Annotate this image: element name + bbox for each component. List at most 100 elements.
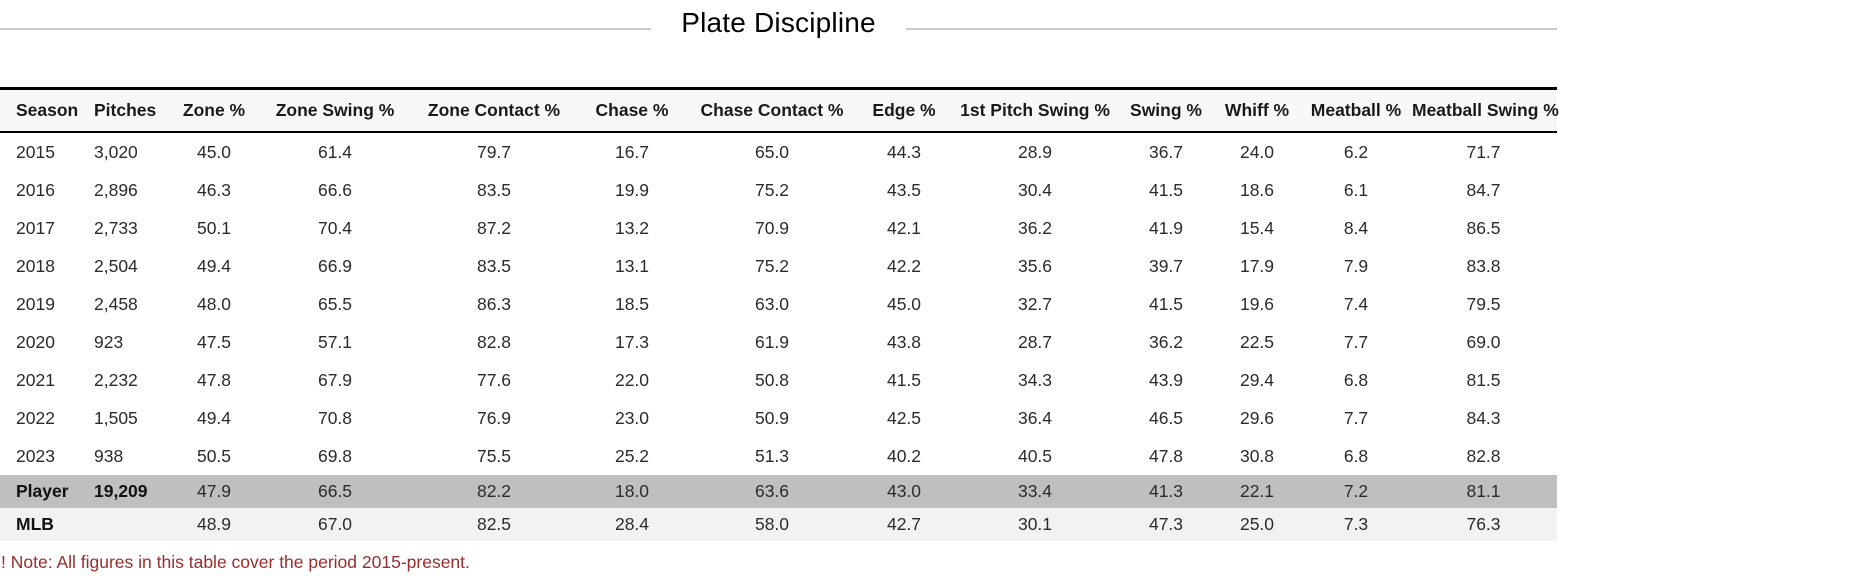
stat-cell: 66.5 (317, 481, 353, 501)
stat-cell: 45.0 (196, 141, 232, 162)
stat-cell: 70.4 (317, 217, 353, 238)
stat-cell: 30.1 (1017, 514, 1053, 534)
stat-cell: 7.7 (1343, 331, 1369, 352)
column-header-meatball-swing[interactable]: Meatball Swing % (1412, 100, 1559, 120)
table-row-2018: 2018 2,504 49.4 66.9 83.5 13.1 75.2 42.2 35.6 39.… (0, 247, 1557, 285)
stat-cell: 30.4 (1017, 179, 1053, 200)
stat-cell: 29.6 (1239, 407, 1275, 428)
stat-cell: 28.7 (1017, 331, 1053, 352)
stat-cell: 66.6 (317, 179, 353, 200)
stat-cell: 24.0 (1239, 141, 1275, 162)
stat-cell: 50.1 (196, 217, 232, 238)
stat-cell: 50.5 (196, 445, 232, 466)
stat-cell: 70.8 (317, 407, 353, 428)
table-row-2022: 2022 1,505 49.4 70.8 76.9 23.0 50.9 42.5 36.4 46.… (0, 399, 1557, 437)
stat-cell: 29.4 (1239, 369, 1275, 390)
table-row-2023: 2023 938 50.5 69.8 75.5 25.2 51.3 40.2 40.5 47.8 3… (0, 437, 1557, 475)
stat-cell: 13.1 (614, 255, 650, 276)
stat-cell: 2,504 (94, 255, 138, 276)
stat-cell: 6.2 (1343, 141, 1369, 162)
stat-cell: 82.8 (476, 331, 512, 352)
stat-cell: 22.5 (1239, 331, 1275, 352)
stat-cell: 61.4 (317, 141, 353, 162)
stat-cell: 47.3 (1148, 514, 1184, 534)
stat-cell: 1,505 (94, 407, 138, 428)
stat-cell: 67.0 (317, 514, 353, 534)
table-row-2017: 2017 2,733 50.1 70.4 87.2 13.2 70.9 42.1 36.2 41.… (0, 209, 1557, 247)
stat-cell: 50.8 (754, 369, 790, 390)
stat-cell: 22.1 (1239, 481, 1275, 501)
season-cell: 2015 (16, 141, 55, 162)
section-title-bar: Plate Discipline (0, 0, 1557, 53)
stat-cell: 7.7 (1343, 407, 1369, 428)
stat-cell: 47.9 (196, 481, 232, 501)
season-cell: 2017 (16, 217, 55, 238)
stat-cell: 7.9 (1343, 255, 1369, 276)
stat-cell: 71.7 (1466, 141, 1501, 162)
stat-cell: 36.4 (1017, 407, 1053, 428)
column-header-chase[interactable]: Chase % (595, 100, 669, 120)
stat-cell: 83.8 (1466, 255, 1501, 276)
stat-cell: 41.9 (1148, 217, 1184, 238)
column-header-season[interactable]: Season (16, 100, 79, 120)
stat-cell: 15.4 (1239, 217, 1275, 238)
column-header-1st-pitch-swing[interactable]: 1st Pitch Swing % (960, 100, 1110, 120)
stat-cell: 2,896 (94, 179, 138, 200)
stat-cell: 63.0 (754, 293, 790, 314)
stat-cell: 6.1 (1343, 179, 1369, 200)
stat-cell: 81.1 (1466, 481, 1501, 501)
stat-cell: 34.3 (1017, 369, 1053, 390)
column-header-swing[interactable]: Swing % (1130, 100, 1202, 120)
stat-cell: 57.1 (317, 331, 353, 352)
stat-cell: 47.8 (196, 369, 232, 390)
stat-cell: 7.2 (1343, 481, 1369, 501)
stat-cell: 19.6 (1239, 293, 1275, 314)
stat-cell: 938 (94, 445, 124, 466)
stat-cell: 43.0 (886, 481, 922, 501)
stat-cell: 2,458 (94, 293, 138, 314)
stat-cell: 17.9 (1239, 255, 1275, 276)
stat-cell: 67.9 (317, 369, 353, 390)
stat-cell: 75.2 (754, 179, 790, 200)
column-header-zone-swing[interactable]: Zone Swing % (275, 100, 395, 120)
column-header-whiff[interactable]: Whiff % (1224, 100, 1290, 120)
stat-cell: 79.5 (1466, 293, 1501, 314)
stat-cell: 41.5 (886, 369, 922, 390)
stat-cell: 36.2 (1017, 217, 1053, 238)
stat-cell: 41.5 (1148, 179, 1184, 200)
stat-cell (78, 508, 168, 541)
stat-cell: 49.4 (196, 407, 232, 428)
stat-cell: 82.2 (476, 481, 512, 501)
column-header-pitches[interactable]: Pitches (94, 100, 157, 120)
column-header-zone-contact[interactable]: Zone Contact % (427, 100, 561, 120)
season-cell: 2020 (16, 331, 55, 352)
table-row-player: Player 19,209 47.9 66.5 82.2 18.0 63.6 43.0 33.4… (0, 475, 1557, 508)
stat-cell: 86.5 (1466, 217, 1501, 238)
stat-cell: 42.5 (886, 407, 922, 428)
stat-cell: 36.2 (1148, 331, 1184, 352)
stat-cell: 923 (94, 331, 124, 352)
table-body: 2015 3,020 45.0 61.4 79.7 16.7 65.0 44.3 28.9 36.… (0, 132, 1557, 541)
column-header-zone[interactable]: Zone % (182, 100, 246, 120)
stat-cell: 58.0 (754, 514, 790, 534)
stat-cell: 18.5 (614, 293, 650, 314)
season-cell: 2018 (16, 255, 55, 276)
stat-cell: 63.6 (754, 481, 790, 501)
table-row-mlb: MLB 48.9 67.0 82.5 28.4 58.0 42.7 30.1 47.3 25.0 7… (0, 508, 1557, 541)
stat-cell: 79.7 (476, 141, 512, 162)
season-cell: Player (16, 481, 69, 501)
stat-cell: 18.0 (614, 481, 650, 501)
stat-cell: 51.3 (754, 445, 790, 466)
stat-cell: 46.3 (196, 179, 232, 200)
column-header-edge[interactable]: Edge % (872, 100, 936, 120)
table-row-2021: 2021 2,232 47.8 67.9 77.6 22.0 50.8 41.5 34.3 43.… (0, 361, 1557, 399)
stat-cell: 47.8 (1148, 445, 1184, 466)
stat-cell: 86.3 (476, 293, 512, 314)
column-header-meatball[interactable]: Meatball % (1310, 100, 1402, 120)
column-header-chase-contact[interactable]: Chase Contact % (700, 100, 844, 120)
stat-cell: 3,020 (94, 141, 138, 162)
stat-cell: 84.7 (1466, 179, 1501, 200)
stat-cell: 82.8 (1466, 445, 1501, 466)
stat-cell: 40.5 (1017, 445, 1053, 466)
